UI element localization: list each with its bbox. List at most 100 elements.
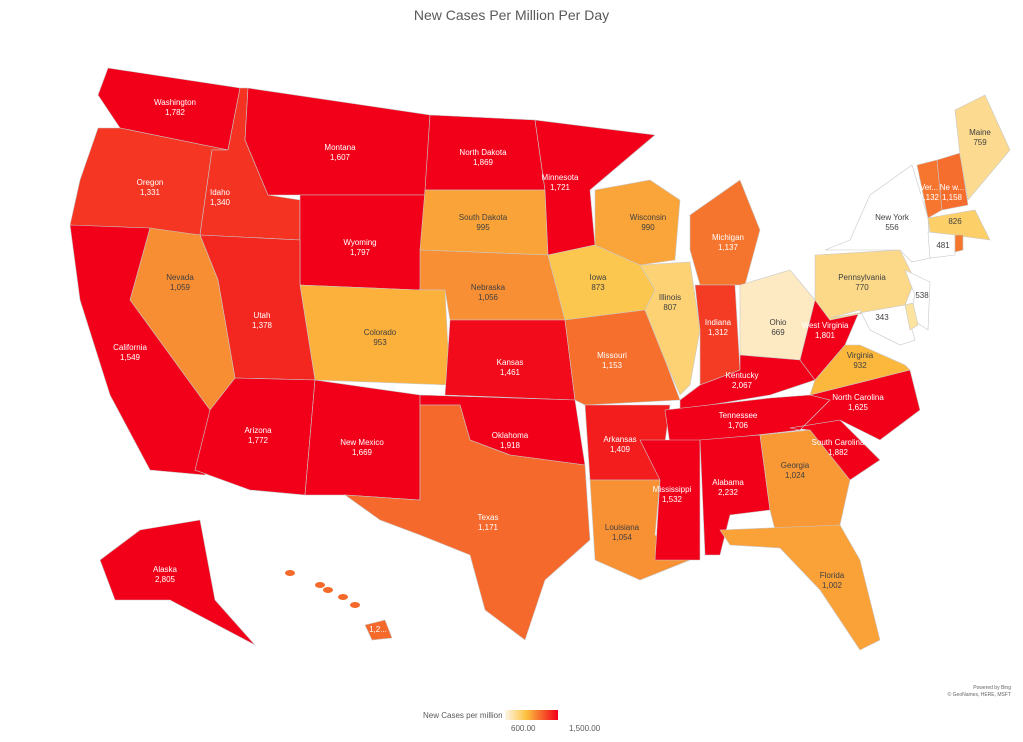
region-name-label: South Carolina: [812, 438, 865, 447]
region-ak[interactable]: [99, 519, 256, 646]
region-value-label: 2,067: [732, 381, 753, 390]
region-name-label: New Mexico: [340, 438, 384, 447]
region-name-label: Ohio: [770, 318, 787, 327]
region-value-label: 1,137: [718, 243, 739, 252]
region-name-label: Nevada: [166, 273, 194, 282]
region-name-label: Florida: [820, 571, 845, 580]
region-value-label: 538: [915, 291, 929, 300]
region-name-label: Mississippi: [653, 485, 692, 494]
region-hi-island[interactable]: [285, 570, 295, 576]
region-value-label: 1,607: [330, 153, 351, 162]
region-hi-island[interactable]: [323, 587, 333, 593]
region-value-label: 1,782: [165, 108, 186, 117]
region-value-label: 1,461: [500, 368, 521, 377]
region-name-label: Montana: [324, 143, 356, 152]
region-value-label: 807: [663, 303, 677, 312]
region-name-label: North Dakota: [459, 148, 507, 157]
region-value-label: 556: [885, 223, 899, 232]
region-value-label: 1,706: [728, 421, 749, 430]
map-credit: Powered by Bing © GeoNames, HERE, MSFT: [948, 685, 1011, 699]
region-ct[interactable]: [927, 231, 956, 259]
region-value-label: 1,002: [822, 581, 843, 590]
region-value-label: 1,669: [352, 448, 373, 457]
region-name-label: Idaho: [210, 188, 231, 197]
region-value-label: 1,059: [170, 283, 191, 292]
region-fl[interactable]: [719, 524, 881, 651]
region-ms[interactable]: [639, 439, 701, 561]
region-value-label: 1,801: [815, 331, 836, 340]
region-name-label: Tennessee: [719, 411, 758, 420]
region-name-label: Washington: [154, 98, 196, 107]
region-value-label: 1,331: [140, 188, 161, 197]
region-hi-island[interactable]: [350, 602, 360, 608]
region-wi[interactable]: [594, 179, 681, 266]
region-name-label: Oregon: [137, 178, 164, 187]
region-value-label: 1,918: [500, 441, 521, 450]
region-name-label: North Carolina: [832, 393, 884, 402]
legend-title: New Cases per million: [423, 711, 503, 720]
region-name-label: Illinois: [659, 293, 681, 302]
region-value-label: 1,378: [252, 321, 273, 330]
region-nc[interactable]: [789, 369, 921, 441]
region-value-label: 2,805: [155, 575, 176, 584]
region-value-label: 990: [641, 223, 655, 232]
region-value-label: 1,054: [612, 533, 633, 542]
region-name-label: Louisiana: [605, 523, 640, 532]
region-tx[interactable]: [343, 404, 591, 641]
region-value-label: 669: [771, 328, 785, 337]
region-value-label: 1,409: [610, 445, 631, 454]
region-de[interactable]: [904, 302, 919, 331]
region-name-label: Oklahoma: [492, 431, 529, 440]
region-id[interactable]: [199, 87, 301, 241]
region-value-label: 770: [855, 283, 869, 292]
credit-line: Powered by Bing: [973, 685, 1011, 691]
region-name-label: Arizona: [244, 426, 272, 435]
region-name-label: Alaska: [153, 565, 178, 574]
region-value-label: 1,532: [662, 495, 683, 504]
region-value-label: 1,625: [848, 403, 869, 412]
region-name-label: Iowa: [590, 273, 607, 282]
region-value-label: 1,024: [785, 471, 806, 480]
region-hi-island[interactable]: [315, 582, 325, 588]
region-value-label: 759: [973, 138, 987, 147]
region-ma[interactable]: [927, 209, 991, 241]
region-name-label: Michigan: [712, 233, 744, 242]
chart-title: New Cases Per Million Per Day: [413, 7, 610, 23]
region-name-label: Alabama: [712, 478, 744, 487]
credit-line: © GeoNames, HERE, MSFT: [947, 692, 1011, 698]
region-name-label: Wyoming: [343, 238, 376, 247]
region-nh[interactable]: [936, 152, 969, 211]
region-mt[interactable]: [244, 87, 431, 196]
region-value-label: 1,882: [828, 448, 849, 457]
region-name-label: California: [113, 343, 147, 352]
region-name-label: Minnesota: [542, 173, 579, 182]
region-name-label: Kansas: [497, 358, 524, 367]
region-name-label: Indiana: [705, 318, 732, 327]
region-name-label: Nebraska: [471, 283, 506, 292]
region-ca[interactable]: [69, 224, 211, 476]
region-me[interactable]: [954, 94, 1011, 201]
region-hi-island[interactable]: [338, 594, 348, 600]
region-value-label: 953: [373, 338, 387, 347]
region-value-label: 1,721: [550, 183, 571, 192]
region-hi[interactable]: [364, 619, 393, 641]
region-il[interactable]: [639, 261, 701, 396]
region-name-label: Pennsylvania: [838, 273, 886, 282]
region-name-label: Wisconsin: [630, 213, 666, 222]
region-name-label: Ver...: [920, 183, 938, 192]
region-name-label: New York: [875, 213, 910, 222]
region-value-label: 1,153: [602, 361, 623, 370]
legend-max-label: 1,500.00: [569, 724, 601, 733]
region-value-label: 995: [476, 223, 490, 232]
region-value-label: 1,340: [210, 198, 231, 207]
region-ri[interactable]: [954, 234, 964, 253]
region-name-label: Missouri: [597, 351, 627, 360]
region-value-label: 1,132: [919, 193, 940, 202]
legend-min-label: 600.00: [511, 724, 536, 733]
region-name-label: Colorado: [364, 328, 397, 337]
region-name-label: South Dakota: [459, 213, 508, 222]
region-name-label: Kentucky: [726, 371, 759, 380]
region-name-label: Arkansas: [603, 435, 636, 444]
region-value-label: 1,772: [248, 436, 269, 445]
